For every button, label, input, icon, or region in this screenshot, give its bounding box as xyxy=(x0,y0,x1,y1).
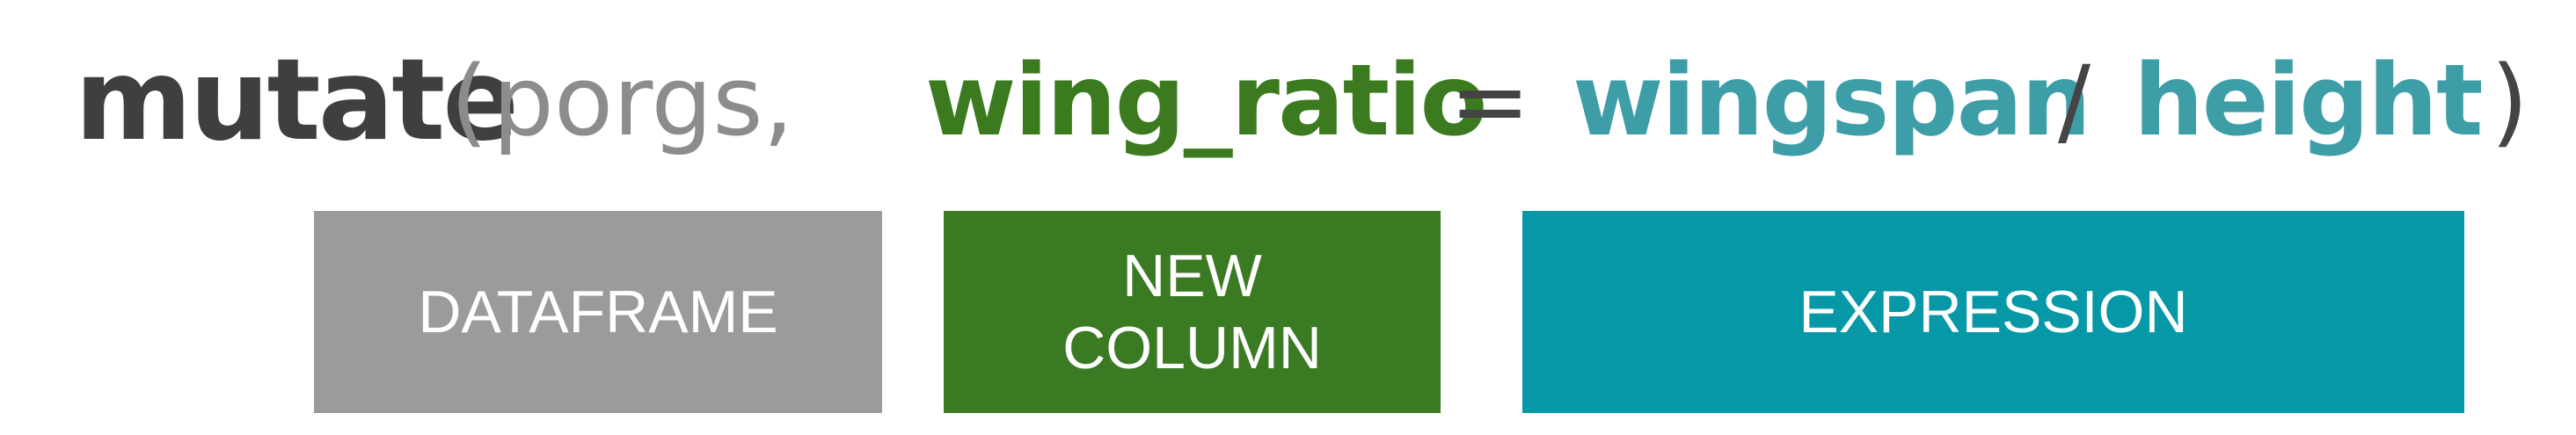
new-column-name: wing_ratio xyxy=(925,44,1487,158)
dataframe-argument: porgs, xyxy=(493,45,794,157)
close-paren: ) xyxy=(2491,45,2529,157)
divide-operator: / xyxy=(2058,45,2091,157)
dataframe-label-box: DATAFRAME xyxy=(314,211,882,413)
function-name: mutate xyxy=(75,35,519,166)
expression-label-box: EXPRESSION xyxy=(1522,211,2464,413)
equals-operator: = xyxy=(1449,45,1531,157)
expression-numerator: wingspan xyxy=(1573,44,2091,158)
expression-label: EXPRESSION xyxy=(1799,279,2188,345)
expression-denominator: height xyxy=(2134,44,2484,158)
open-paren: ( xyxy=(450,45,488,157)
dataframe-label: DATAFRAME xyxy=(418,279,778,345)
new-column-label: NEW COLUMN xyxy=(1062,243,1322,381)
new-column-label-box: NEW COLUMN xyxy=(944,211,1441,413)
code-expression: mutate ( porgs, wing_ratio = wingspan / … xyxy=(0,0,2576,211)
